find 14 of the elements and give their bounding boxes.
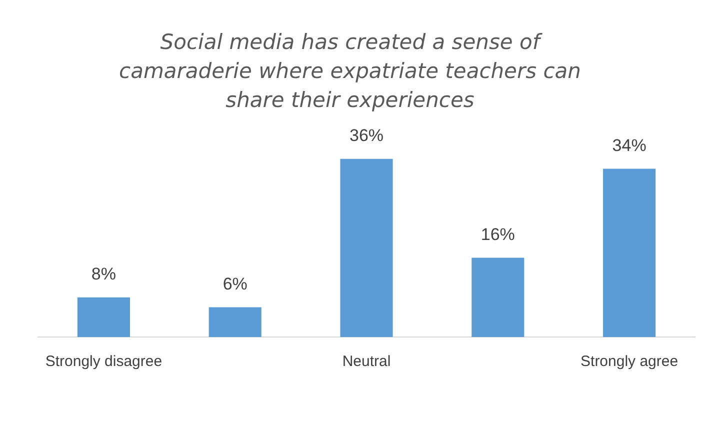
data-label: 36% — [349, 126, 384, 146]
data-label: 34% — [612, 136, 646, 155]
chart-title: Social media has created a sense of camaraderie where expatriate teachers can share their experiences — [118, 29, 582, 114]
x-tick-label: Strongly disagree — [45, 353, 162, 370]
bar — [603, 168, 656, 337]
data-label: 16% — [480, 224, 515, 244]
data-label: 8% — [91, 264, 116, 284]
bar — [472, 258, 524, 337]
x-tick-label: Strongly agree — [580, 353, 678, 370]
bar — [340, 158, 393, 337]
bar — [208, 307, 262, 337]
x-tick-label: Neutral — [342, 353, 391, 370]
data-label: 6% — [222, 274, 248, 294]
bar — [77, 297, 130, 337]
